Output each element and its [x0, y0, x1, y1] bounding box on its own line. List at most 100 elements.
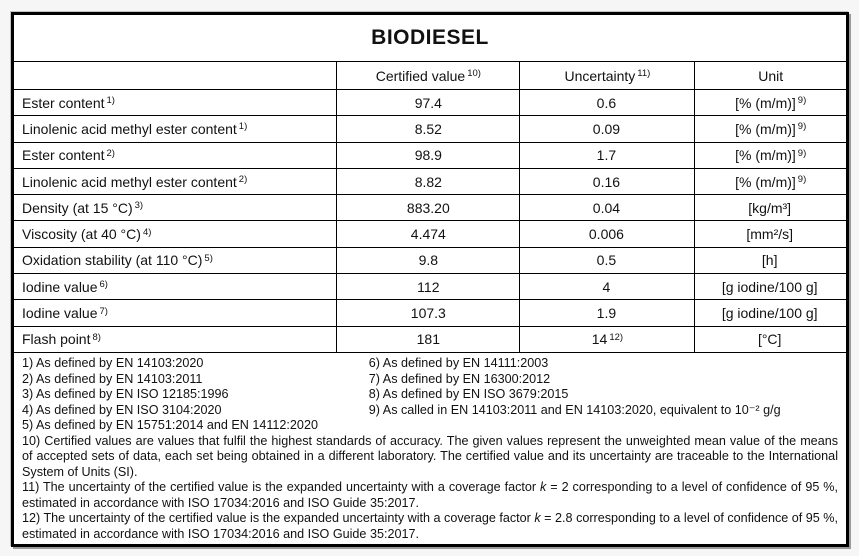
unit-cell: [°C]	[694, 325, 847, 354]
footnote-column-left: 1) As defined by EN 14103:2020 2) As def…	[22, 356, 369, 434]
biodiesel-table: BIODIESEL Certified value 10) Uncertainty…	[12, 14, 847, 545]
footnote-marker: 4)	[142, 226, 152, 238]
property-cell: Iodine value 6)	[12, 273, 338, 301]
certified-value: 883.20	[406, 199, 450, 216]
unit-cell: [g iodine/100 g]	[694, 299, 847, 327]
unit-value: [°C]	[757, 331, 782, 348]
certified-value: 97.4	[414, 94, 442, 111]
footnote-marker: 2)	[106, 147, 115, 159]
certified-value: 107.3	[410, 305, 446, 322]
uncertainty-cell: 1.9	[519, 299, 696, 327]
uncertainty-cell: 4	[519, 273, 696, 301]
property-label: Ester content	[22, 147, 105, 164]
coverage-factor-k: k	[540, 480, 547, 494]
table-row: Ester content 1) 97.4 0.6 [% (m/m)] 9)	[12, 88, 847, 117]
footnote-marker: 9)	[797, 174, 807, 186]
uncertainty-value: 1.7	[596, 147, 617, 164]
property-cell: Oxidation stability (at 110 °C) 5)	[12, 246, 338, 275]
footnote-9: 9) As called in EN 14103:2011 and EN 141…	[368, 402, 781, 417]
certified-value-cell: 4.474	[336, 220, 521, 248]
footnote-marker: 9)	[797, 95, 807, 107]
unit-cell: [kg/m³]	[694, 194, 847, 222]
unit-cell: [g iodine/100 g]	[694, 273, 847, 301]
property-label: Linolenic acid methyl ester content	[22, 173, 237, 190]
certified-value-cell: 97.4	[336, 88, 521, 117]
uncertainty-value: 0.6	[596, 94, 617, 111]
property-cell: Linolenic acid methyl ester content 1)	[12, 115, 338, 143]
uncertainty-cell: 0.5	[519, 246, 696, 275]
table-row: Flash point 8) 181 14 12) [°C]	[12, 325, 847, 354]
uncertainty-value: 14	[591, 331, 608, 348]
uncertainty-value: 0.16	[592, 173, 621, 190]
footnote-marker: 6)	[99, 279, 108, 291]
property-label: Ester content	[22, 94, 105, 111]
property-label: Iodine value	[22, 278, 98, 295]
property-label: Viscosity (at 40 °C)	[22, 226, 141, 243]
certified-value: 112	[417, 278, 440, 295]
footnotes-cell: 1) As defined by EN 14103:2020 2) As def…	[13, 352, 847, 545]
footnote-11: 11) The uncertainty of the certified val…	[22, 480, 838, 511]
property-label: Density (at 15 °C)	[22, 199, 133, 216]
unit-value: [% (m/m)]	[735, 147, 796, 164]
footnotes-row: 1) As defined by EN 14103:2020 2) As def…	[13, 352, 847, 545]
property-cell: Density (at 15 °C) 3)	[12, 194, 338, 222]
uncertainty-value: 0.04	[592, 199, 621, 216]
footnote-1: 1) As defined by EN 14103:2020	[22, 356, 204, 370]
unit-cell: [h]	[694, 246, 847, 275]
footnote-marker: 9)	[797, 121, 807, 133]
certified-value-cell: 9.8	[336, 246, 521, 275]
footnote-10: 10) Certified values are values that ful…	[22, 433, 838, 479]
table-row: Linolenic acid methyl ester content 1) 8.…	[12, 115, 847, 143]
footnote-4: 4) As defined by EN ISO 3104:2020	[22, 402, 222, 417]
footnote-8: 8) As defined by EN ISO 3679:2015	[368, 387, 569, 401]
certified-value-cell: 98.9	[336, 141, 521, 169]
unit-cell: [% (m/m)] 9)	[694, 167, 847, 196]
property-cell: Iodine value 7)	[12, 299, 338, 327]
unit-value: [kg/m³]	[748, 199, 792, 216]
certified-value: 181	[416, 331, 440, 348]
footnote-12-text: = 2.8 corresponding to a level of confid…	[22, 511, 838, 541]
certified-value: 4.474	[410, 226, 446, 243]
uncertainty-cell: 0.006	[519, 220, 696, 248]
footnote-11-text: 11) The uncertainty of the certified val…	[22, 480, 541, 494]
title-row: BIODIESEL	[13, 14, 847, 62]
footnote-marker: 1)	[106, 95, 115, 107]
col-header-certified-value-label: Certified value	[375, 67, 466, 84]
column-header-row: Certified value 10) Uncertainty 11) Unit	[12, 61, 847, 90]
uncertainty-value: 4	[602, 278, 611, 295]
unit-cell: [mm²/s]	[694, 220, 847, 248]
footnote-marker: 8)	[92, 331, 101, 343]
property-cell: Flash point 8)	[12, 325, 338, 354]
footnote-12-text: 12) The uncertainty of the certified val…	[22, 511, 535, 525]
uncertainty-cell: 0.16	[519, 167, 696, 196]
unit-cell: [% (m/m)] 9)	[694, 115, 847, 143]
page-title: BIODIESEL	[13, 14, 847, 62]
footnote-6: 6) As defined by EN 14111:2003	[368, 356, 549, 370]
table-row: Linolenic acid methyl ester content 2) 8.…	[12, 167, 847, 196]
uncertainty-value: 0.5	[596, 252, 617, 269]
footnote-marker: 9)	[797, 147, 807, 159]
property-label: Oxidation stability (at 110 °C)	[22, 252, 203, 269]
property-label: Iodine value	[22, 305, 98, 322]
uncertainty-value: 0.006	[588, 226, 624, 243]
uncertainty-cell: 14 12)	[519, 325, 696, 354]
footnote-12: 12) The uncertainty of the certified val…	[22, 511, 838, 542]
table-row: Density (at 15 °C) 3) 883.20 0.04 [kg/m³]	[12, 194, 847, 222]
certified-value-cell: 8.82	[336, 167, 521, 196]
certified-value: 8.52	[414, 120, 442, 137]
property-label: Flash point	[22, 331, 91, 348]
unit-value: [h]	[761, 252, 778, 269]
certified-value-cell: 181	[336, 325, 521, 354]
certified-value-cell: 8.52	[336, 115, 521, 143]
footnote-3: 3) As defined by EN ISO 12185:1996	[22, 387, 229, 401]
footnote-marker: 1)	[238, 121, 248, 133]
uncertainty-cell: 0.04	[519, 194, 696, 222]
unit-value: [% (m/m)]	[735, 120, 796, 137]
unit-value: [% (m/m)]	[735, 94, 796, 111]
footnote-columns: 1) As defined by EN 14103:2020 2) As def…	[22, 356, 838, 434]
certified-value-cell: 107.3	[336, 299, 521, 327]
footnote-marker: 7)	[99, 305, 108, 317]
property-cell: Linolenic acid methyl ester content 2)	[12, 167, 338, 196]
unit-value: [g iodine/100 g]	[721, 305, 818, 322]
footnote-marker: 10)	[467, 68, 481, 79]
